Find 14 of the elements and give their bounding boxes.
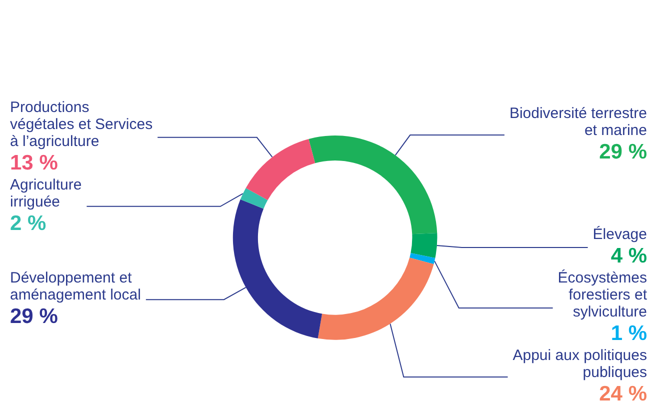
slice-label: Biodiversité terrestre et marine (509, 105, 647, 140)
data-label: 13 % (10, 151, 58, 174)
slice-label: Écosystèmes forestiers et sylviculture (558, 268, 648, 320)
data-label: 1 % (610, 322, 648, 345)
data-label: 2 % (10, 212, 47, 235)
slice-label: Agriculture irriguée (10, 176, 82, 210)
slice-label: Élevage (592, 224, 647, 243)
slice-label: Productions végétales et Services à l’agriculture (10, 98, 153, 150)
data-label: 29 % (599, 140, 648, 164)
data-label: 4 % (610, 244, 648, 268)
slice-label: Développement et aménagement local (10, 270, 141, 304)
data-label: 29 % (10, 305, 58, 328)
slice-label: Appui aux politiques publiques (512, 346, 647, 381)
data-label: 24 % (599, 382, 648, 406)
